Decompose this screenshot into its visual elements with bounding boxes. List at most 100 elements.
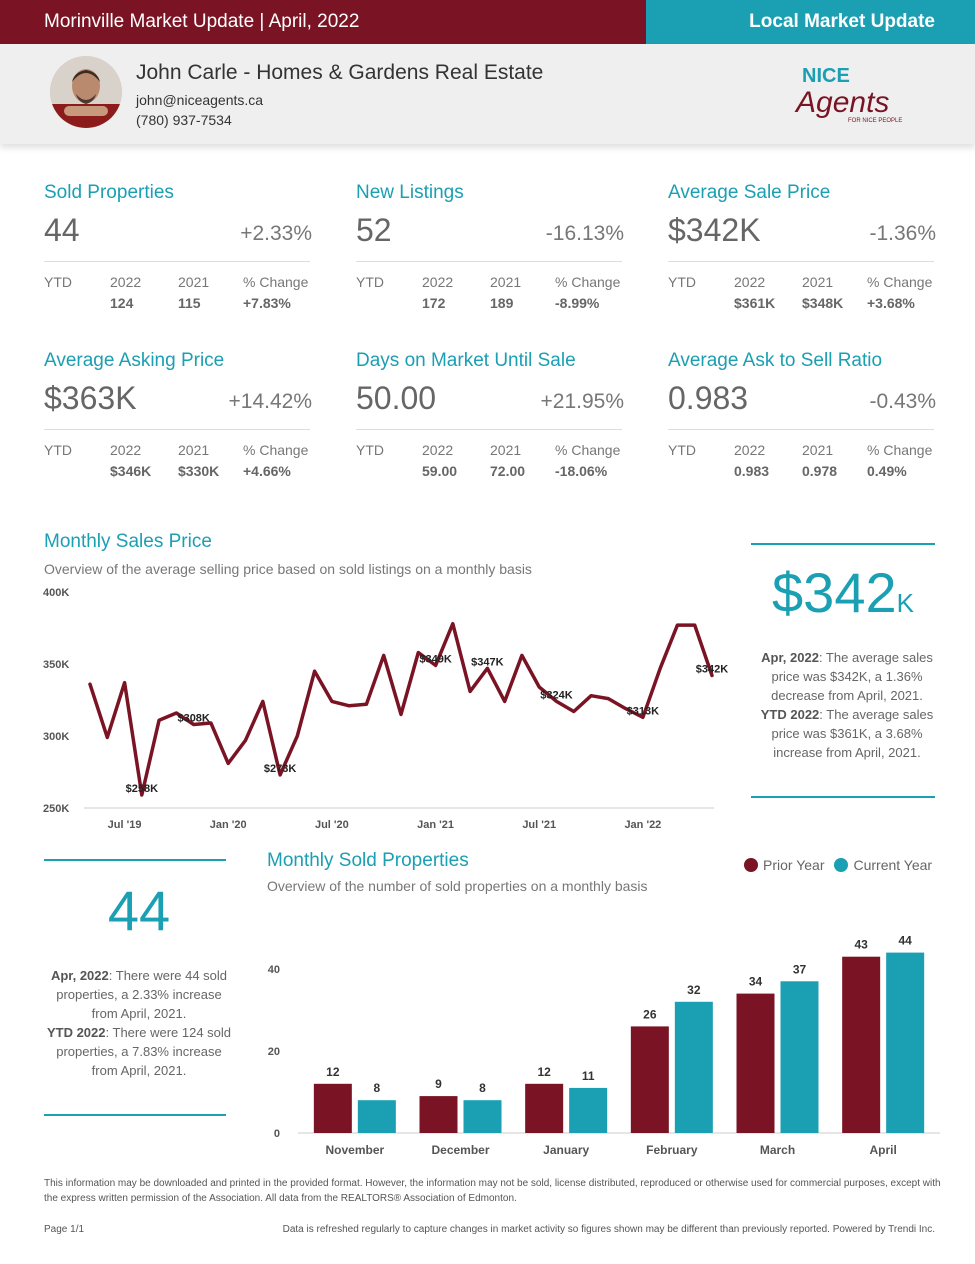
- avatar-photo: [50, 56, 122, 128]
- sold-chart-subtitle: Overview of the number of sold propertie…: [267, 878, 648, 894]
- footer-disclaimer: This information may be downloaded and p…: [44, 1178, 941, 1204]
- ytd-label: YTD: [44, 442, 72, 458]
- bar-current-year: [357, 1100, 396, 1133]
- sales-big-unit: K: [896, 588, 914, 618]
- footer-refresh-note: Data is refreshed regularly to capture c…: [282, 1224, 935, 1235]
- x-tick-label: Jul '20: [315, 819, 349, 831]
- stat-change: +14.42%: [228, 390, 313, 413]
- point-label: $313K: [627, 705, 659, 717]
- ytd-row: YTD 2022 2021 % Change 59.00 72.00 -18.06%: [356, 442, 624, 482]
- y-tick-label: 0: [274, 1128, 280, 1140]
- ytd-pct-value: -18.06%: [555, 463, 608, 479]
- x-tick-label: Jan '22: [624, 819, 661, 831]
- legend-current-year-swatch: [834, 858, 849, 872]
- stat-change: -0.43%: [869, 390, 936, 413]
- stat-divider: [356, 261, 622, 262]
- logo-tagline: FOR NICE PEOPLE: [848, 118, 902, 124]
- sold-bottom-rule: [44, 1114, 226, 1116]
- ytd-row: YTD 2022 2021 % Change 0.983 0.978 0.49%: [668, 442, 936, 482]
- bar-current-year: [780, 981, 819, 1133]
- ytd-2022-value: $361K: [734, 295, 776, 311]
- bar-prior-year: [419, 1096, 458, 1133]
- sold-top-rule: [44, 859, 226, 861]
- agent-phone[interactable]: (780) 937-7534: [136, 112, 232, 128]
- stat-title: New Listings: [356, 182, 464, 203]
- sold-summary-ytd-text: : There were 124 sold properties, a 7.83…: [56, 1025, 232, 1078]
- sold-summary-ytd: YTD 2022: [46, 1025, 106, 1040]
- point-label: $324K: [540, 689, 572, 701]
- sold-summary-month-text: : There were 44 sold properties, a 2.33%…: [56, 968, 228, 1021]
- stat-value: 52: [356, 212, 392, 248]
- bar-current-year: [886, 952, 925, 1133]
- bar-prior-year: [842, 956, 881, 1133]
- stat-divider: [356, 429, 622, 430]
- sold-summary-month: Apr, 2022: [50, 968, 109, 983]
- ytd-2022-label: 2022: [734, 442, 766, 458]
- bar-value-label: 8: [479, 1081, 486, 1095]
- x-tick-label: Jan '21: [417, 819, 454, 831]
- top-banner: Morinville Market Update | April, 2022 L…: [0, 0, 975, 44]
- footer-page-number: Page 1/1: [44, 1224, 85, 1235]
- x-tick-label: Jan '20: [210, 819, 247, 831]
- bar-prior-year: [525, 1083, 564, 1133]
- stat-title: Sold Properties: [44, 182, 174, 203]
- category-label: November: [325, 1143, 384, 1157]
- bar-value-label: 8: [373, 1081, 380, 1095]
- category-label: February: [646, 1143, 698, 1157]
- stat-value: 0.983: [668, 380, 749, 416]
- stat-card: Average Sale Price $342K -1.36% YTD 2022 2021…: [668, 182, 936, 322]
- ytd-2021-value: $348K: [802, 295, 844, 311]
- ytd-2021-label: 2021: [490, 442, 522, 458]
- ytd-row: YTD 2022 2021 % Change $361K $348K +3.68%: [668, 274, 936, 314]
- agent-email[interactable]: john@niceagents.ca: [136, 92, 264, 108]
- stat-card: Average Asking Price $363K +14.42% YTD 2022 2…: [44, 350, 312, 490]
- ytd-2022-label: 2022: [422, 442, 454, 458]
- stat-change: -1.36%: [869, 222, 936, 245]
- stat-change: +2.33%: [240, 222, 312, 245]
- report-tag: Local Market Update: [646, 0, 975, 44]
- sales-chart-title: Monthly Sales Price: [44, 531, 212, 552]
- ytd-pct-value: +4.66%: [243, 463, 291, 479]
- ytd-2022-value: 124: [110, 295, 134, 311]
- stat-divider: [44, 429, 310, 430]
- logo-line2: Agents: [794, 86, 889, 119]
- ytd-2022-value: 0.983: [734, 463, 770, 479]
- stat-title: Average Sale Price: [668, 182, 831, 203]
- x-tick-label: Jul '21: [522, 819, 556, 831]
- ytd-label: YTD: [668, 442, 696, 458]
- stat-divider: [668, 429, 934, 430]
- sales-top-rule: [751, 543, 935, 545]
- sales-summary-ytd: YTD 2022: [760, 707, 820, 722]
- ytd-row: YTD 2022 2021 % Change 172 189 -8.99%: [356, 274, 624, 314]
- bar-value-label: 43: [854, 938, 868, 952]
- ytd-2022-value: $346K: [110, 463, 152, 479]
- ytd-pct-value: +7.83%: [243, 295, 291, 311]
- ytd-2021-value: 72.00: [490, 463, 526, 479]
- ytd-2021-value: 115: [178, 295, 201, 311]
- bar-current-year: [463, 1100, 502, 1133]
- ytd-pct-label: % Change: [243, 274, 309, 290]
- ytd-2022-label: 2022: [110, 442, 142, 458]
- point-label: $308K: [177, 712, 209, 724]
- ytd-pct-label: % Change: [555, 274, 621, 290]
- stat-title: Average Asking Price: [44, 350, 225, 371]
- point-label: $258K: [126, 783, 158, 795]
- bar-value-label: 9: [435, 1077, 442, 1091]
- stat-divider: [44, 261, 310, 262]
- point-label: $342K: [696, 664, 728, 676]
- ytd-pct-value: +3.68%: [867, 295, 915, 311]
- stat-change: +21.95%: [540, 390, 625, 413]
- ytd-2022-label: 2022: [734, 274, 766, 290]
- category-label: January: [543, 1143, 589, 1157]
- sales-summary-ytd-text: : The average sales price was $361K, a 3…: [771, 707, 934, 760]
- ytd-2021-label: 2021: [802, 274, 834, 290]
- ytd-row: YTD 2022 2021 % Change $346K $330K +4.66%: [44, 442, 312, 482]
- bar-value-label: 32: [687, 983, 701, 997]
- x-tick-label: Jul '19: [108, 819, 142, 831]
- category-label: December: [431, 1143, 489, 1157]
- ytd-row: YTD 2022 2021 % Change 124 115 +7.83%: [44, 274, 312, 314]
- point-label: $349K: [419, 653, 451, 665]
- y-tick-label: 250K: [43, 803, 69, 815]
- sales-big-value: $342K: [751, 560, 935, 625]
- bar-prior-year: [736, 993, 775, 1133]
